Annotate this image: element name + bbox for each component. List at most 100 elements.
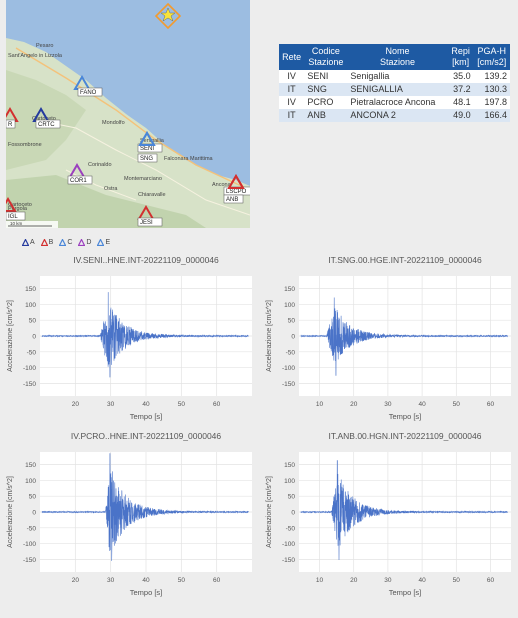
station-code-label: LSCPO <box>226 189 247 195</box>
station-code-label: IGL <box>8 214 18 220</box>
table-header-row: Rete Codice Stazione Nome Stazione Repi [km] PG… <box>279 44 510 70</box>
y-tick-label: 100 <box>25 302 36 309</box>
x-tick-label: 50 <box>453 577 461 584</box>
waveform-trace <box>300 460 508 561</box>
cell-repi: 48.1 <box>447 96 474 109</box>
plot-title: IT.SNG.00.HGE.INT-20221109_0000046 <box>328 255 482 265</box>
town-label: Sant'Angelo in Lizzola <box>8 53 63 59</box>
town-label: Chiaravalle <box>138 192 166 198</box>
cell-codice: ANB <box>304 109 348 122</box>
y-tick-label: -150 <box>23 381 36 388</box>
town-label: Pergola <box>8 206 28 212</box>
column-header: PGA-H [cm/s2] <box>473 44 510 70</box>
cell-rete: IV <box>279 96 305 109</box>
y-tick-label: 50 <box>288 494 296 501</box>
station-table: Rete Codice Stazione Nome Stazione Repi [km] PG… <box>279 44 510 122</box>
scale-label: 10 km <box>10 221 23 226</box>
cell-nome: ANCONA 2 <box>347 109 448 122</box>
y-tick-label: -50 <box>286 349 296 356</box>
cell-repi: 35.0 <box>447 70 474 83</box>
x-tick-label: 30 <box>107 401 115 408</box>
station-marker-r[interactable]: R <box>6 107 19 129</box>
waveform-trace <box>41 292 249 378</box>
legend-item-e: E <box>97 238 111 246</box>
station-marker-cor1[interactable]: COR1 <box>67 163 93 185</box>
x-tick-label: 40 <box>142 401 150 408</box>
station-marker-igl[interactable]: IGL <box>6 197 26 221</box>
diamond-outline-icon <box>154 2 182 30</box>
station-marker-crtc[interactable]: CRTC <box>32 107 61 129</box>
y-tick-label: 0 <box>291 510 295 517</box>
cell-rete: IT <box>279 109 305 122</box>
x-tick-label: 30 <box>384 577 392 584</box>
column-header-line2: [km] <box>452 57 470 67</box>
station-marker-fano[interactable]: FANO <box>73 75 103 97</box>
legend-label: E <box>105 238 111 246</box>
y-tick-label: -150 <box>282 381 295 388</box>
x-tick-label: 40 <box>142 577 150 584</box>
station-map[interactable]: Pesaro Sant'Angelo in Lizzola Cartoceto Mon… <box>6 0 250 228</box>
inland-road <box>65 169 137 201</box>
legend-label: D <box>86 238 92 246</box>
table-row: IV SENI Senigallia 35.0 139.2 <box>279 70 510 83</box>
x-tick-label: 20 <box>72 577 80 584</box>
cell-pga: 139.2 <box>473 70 510 83</box>
town-label: Montemarciano <box>124 176 162 182</box>
cell-nome: Pietralacroce Ancona <box>347 96 448 109</box>
x-axis-label: Tempo [s] <box>130 412 163 421</box>
y-axis-label: Accelerazione [cm/s^2] <box>7 300 14 372</box>
triangle-icon <box>97 238 105 246</box>
triangle-icon <box>22 238 29 246</box>
column-header: Codice Stazione <box>304 44 348 70</box>
legend-item-b: B <box>40 238 54 246</box>
x-tick-label: 20 <box>350 577 358 584</box>
column-header-line2: Stazione <box>379 57 416 67</box>
legend-label: A <box>30 238 35 246</box>
cell-pga: 197.8 <box>473 96 510 109</box>
y-tick-label: 100 <box>25 478 36 485</box>
y-tick-label: 50 <box>29 318 37 325</box>
station-label-box <box>77 87 103 97</box>
station-code-label: SENI <box>140 146 154 152</box>
cell-nome: SENIGALLIA <box>347 83 448 96</box>
town-label: Cartoceto <box>8 202 32 208</box>
column-header: Nome Stazione <box>347 44 448 70</box>
y-tick-label: 100 <box>284 302 295 309</box>
y-tick-label: 150 <box>284 286 295 293</box>
x-tick-label: 60 <box>213 577 221 584</box>
station-label-box <box>35 119 61 129</box>
y-tick-label: -150 <box>282 557 295 564</box>
y-axis-label: Accelerazione [cm/s^2] <box>266 476 273 548</box>
station-marker-sng[interactable]: SNG <box>137 131 158 163</box>
legend-item-a: A <box>22 238 35 246</box>
x-tick-label: 30 <box>107 577 115 584</box>
station-label-box <box>137 153 158 163</box>
y-tick-label: -100 <box>23 541 36 548</box>
station-label-box <box>6 211 26 221</box>
epicenter-marker[interactable] <box>154 2 182 30</box>
station-label-box <box>6 119 16 129</box>
y-axis-label: Accelerazione [cm/s^2] <box>7 476 14 548</box>
station-code-label: ANB <box>226 197 238 203</box>
waveform-trace <box>300 297 508 376</box>
town-label: Falconara Marittima <box>164 156 214 162</box>
station-triangle-icon <box>227 174 245 189</box>
station-marker-anb[interactable]: ANB <box>223 174 245 204</box>
town-label: Ostra <box>104 186 118 192</box>
waveform-plot-sng: IT.SNG.00.HGE.INT-20221109_0000046 150 100… <box>259 252 518 427</box>
station-code-label: COR1 <box>70 178 87 184</box>
y-tick-label: 150 <box>25 462 36 469</box>
x-tick-label: 40 <box>418 577 426 584</box>
map-canvas[interactable]: Pesaro Sant'Angelo in Lizzola Cartoceto Mon… <box>6 0 250 228</box>
station-marker-jesi[interactable]: JESI <box>137 205 163 227</box>
y-tick-label: 100 <box>284 478 295 485</box>
cell-rete: IV <box>279 70 305 83</box>
triangle-icon <box>40 238 48 246</box>
triangle-icon <box>59 238 67 246</box>
column-header: Repi [km] <box>447 44 474 70</box>
legend-label: B <box>48 238 54 246</box>
cell-pga: 166.4 <box>473 109 510 122</box>
cell-repi: 49.0 <box>447 109 474 122</box>
y-tick-label: -50 <box>286 525 296 532</box>
column-header-line1: Repi <box>451 46 470 56</box>
